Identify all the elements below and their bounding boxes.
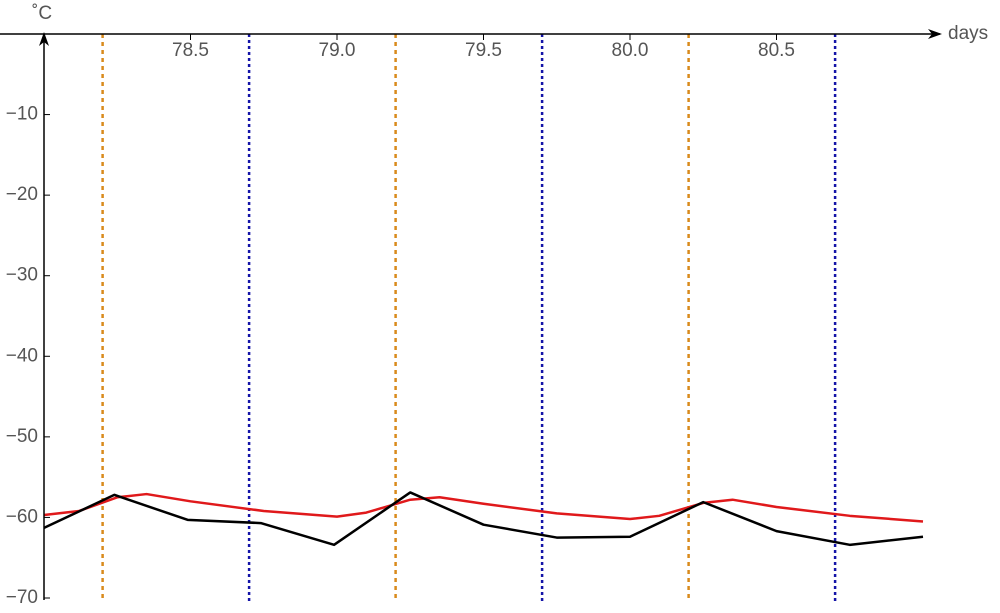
y-tick-label: −60 [6,506,38,527]
data-line [43,492,924,523]
plot-area [43,34,924,602]
y-tick-label: −10 [6,104,38,125]
y-tick-label: −50 [6,426,38,447]
y-tick-label: −70 [6,587,38,608]
data-line [43,491,924,547]
x-tick-label: 79.0 [319,40,356,61]
x-tick-label: 78.5 [172,40,209,61]
y-tick-label: −30 [6,265,38,286]
y-axis-label: ˚C [32,3,52,24]
x-axis-label: days [948,23,988,44]
x-tick-label: 80.5 [758,40,795,61]
y-tick-label: −20 [6,184,38,205]
x-tick-label: 80.0 [612,40,649,61]
y-tick-label: −40 [6,345,38,366]
x-tick-label: 79.5 [465,40,502,61]
